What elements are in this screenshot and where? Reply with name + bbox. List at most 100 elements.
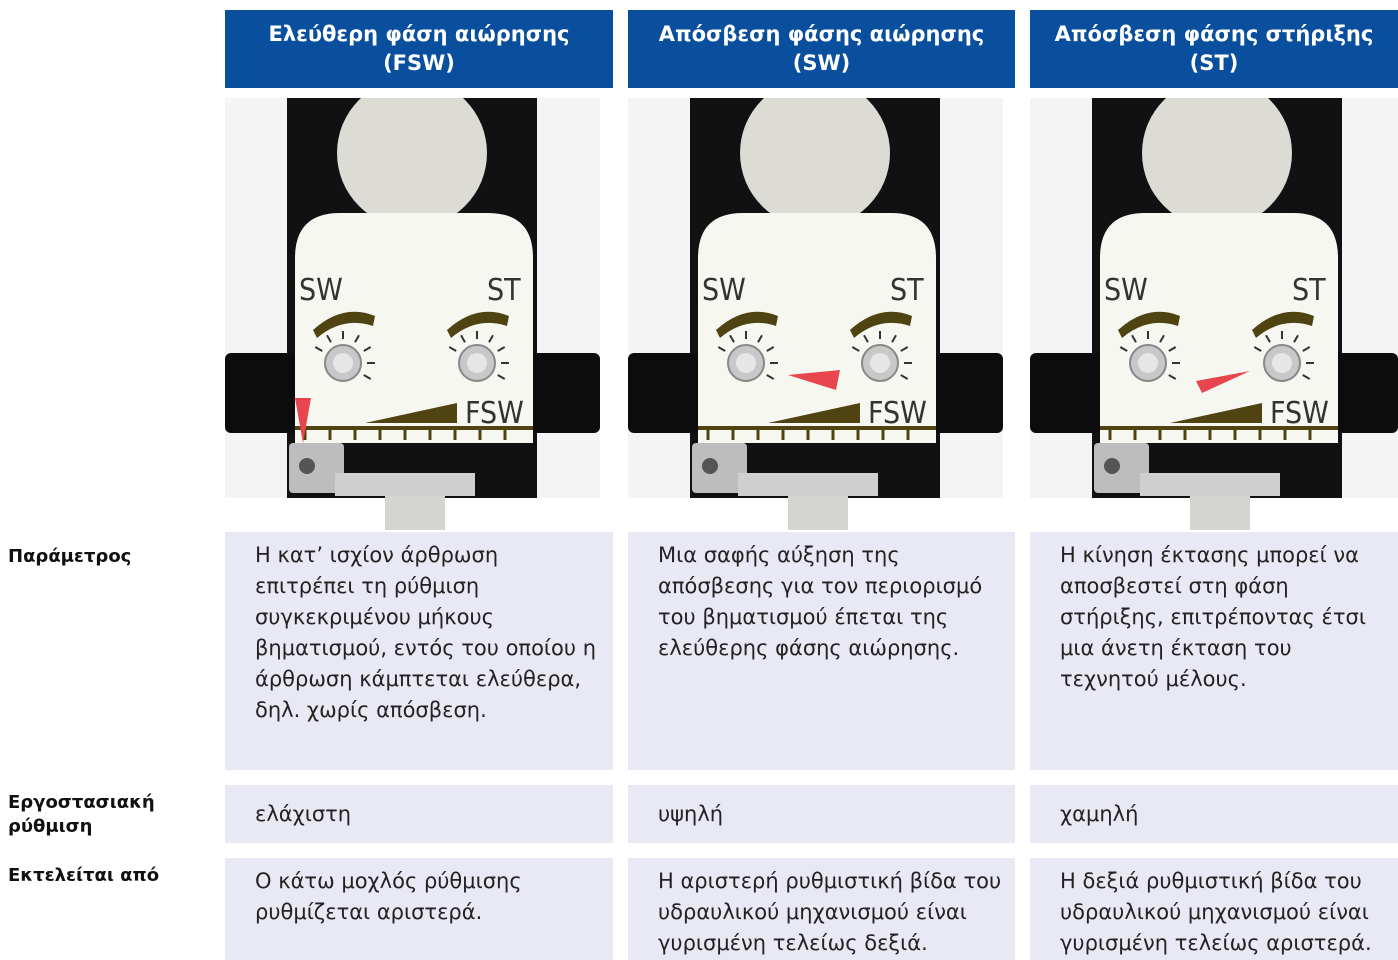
header-code: (FSW): [383, 51, 455, 75]
dial-tick: [497, 374, 506, 380]
dial: [736, 353, 756, 373]
image-label: ST: [487, 273, 521, 308]
dial-tick: [1302, 346, 1311, 352]
header-title: Ελεύθερη φάση αιώρησης: [268, 22, 570, 46]
dial-tick: [354, 334, 360, 343]
lever: [1094, 443, 1149, 493]
ruler: [1100, 426, 1338, 430]
dial-tick: [863, 334, 869, 343]
dial: [870, 353, 890, 373]
image-label: FSW: [465, 396, 524, 431]
pointer: [1196, 371, 1250, 393]
cell: Η δεξιά ρυθμιστική βίδα του υδραυλικού μ…: [1030, 858, 1398, 960]
row-label: Παράμετρος: [8, 546, 132, 567]
cell: Η κατ’ ισχίον άρθρωση επιτρέπει τη ρύθμι…: [225, 532, 613, 770]
device-image: SW ST FSW: [225, 98, 600, 530]
column-header: Ελεύθερη φάση αιώρησης (FSW): [225, 10, 613, 88]
pointer: [295, 398, 311, 443]
row-label: Εργοστασιακή ρύθμιση: [8, 792, 155, 837]
dial-tick: [766, 374, 775, 380]
dial-tick: [1119, 346, 1128, 352]
dial-tick: [757, 334, 763, 343]
dial-tick: [488, 334, 494, 343]
image-label: ST: [890, 273, 924, 308]
dial-tick: [851, 346, 860, 352]
dial-tick: [460, 334, 466, 343]
cell: ελάχιστη: [225, 785, 613, 843]
panel: [698, 213, 936, 443]
dial-arc: [447, 311, 509, 338]
knob: [1142, 98, 1292, 228]
dial-tick: [448, 346, 457, 352]
cell: Η κίνηση έκτασης μπορεί να αποσβεστεί στ…: [1030, 532, 1398, 770]
dial-tick: [326, 334, 332, 343]
dial: [1272, 353, 1292, 373]
dial-tick: [1168, 374, 1177, 380]
lever: [1140, 473, 1280, 496]
dial-tick: [363, 374, 372, 380]
image-label: SW: [702, 273, 746, 308]
lever: [335, 473, 475, 496]
device-image: SW ST FSW: [1030, 98, 1398, 530]
dial-tick: [1265, 334, 1271, 343]
ruler: [295, 426, 533, 430]
dial: [333, 353, 353, 373]
header-code: (SW): [792, 51, 851, 75]
cell: Ο κάτω μοχλός ρύθμισης ρυθμίζεται αριστε…: [225, 858, 613, 960]
lever: [692, 443, 747, 493]
pointer: [788, 370, 840, 390]
dial-tick: [1253, 346, 1262, 352]
header-code: (ST): [1189, 51, 1239, 75]
dial-tick: [314, 346, 323, 352]
bolt: [788, 496, 848, 530]
image-label: FSW: [868, 396, 927, 431]
bolt: [385, 496, 445, 530]
dial-tick: [900, 374, 909, 380]
dial-arc: [1118, 311, 1180, 338]
dial-tick: [766, 346, 775, 352]
header-title: Απόσβεση φάσης αιώρησης: [658, 22, 985, 46]
column-header: Απόσβεση φάσης αιώρησης (SW): [628, 10, 1015, 88]
wedge: [1170, 403, 1262, 423]
cell: χαμηλή: [1030, 785, 1398, 843]
dial-tick: [1293, 334, 1299, 343]
lever-hole: [702, 458, 718, 474]
lever: [289, 443, 344, 493]
dial-tick: [1168, 346, 1177, 352]
cell: Η αριστερή ρυθμιστική βίδα του υδραυλικο…: [628, 858, 1015, 960]
dial-tick: [363, 346, 372, 352]
dial-arc: [1252, 311, 1314, 338]
dial-tick: [497, 346, 506, 352]
cell: υψηλή: [628, 785, 1015, 843]
dial: [467, 353, 487, 373]
bolt: [1190, 496, 1250, 530]
row-label: Εκτελείται από: [8, 865, 160, 886]
knob: [740, 98, 890, 228]
image-label: SW: [1104, 273, 1148, 308]
lever-hole: [1104, 458, 1120, 474]
wedge: [768, 403, 860, 423]
dial-arc: [313, 311, 375, 338]
dial-tick: [1302, 374, 1311, 380]
image-label: FSW: [1270, 396, 1329, 431]
lever-hole: [299, 458, 315, 474]
dial-tick: [729, 334, 735, 343]
dial-tick: [900, 346, 909, 352]
dial-arc: [716, 311, 778, 338]
dial-tick: [1131, 334, 1137, 343]
dial-arc: [850, 311, 912, 338]
dial-tick: [891, 334, 897, 343]
panel: [295, 213, 533, 443]
ruler: [698, 426, 936, 430]
panel: [1100, 213, 1338, 443]
lever: [738, 473, 878, 496]
dial-tick: [1159, 334, 1165, 343]
image-label: ST: [1292, 273, 1326, 308]
dial-tick: [717, 346, 726, 352]
header-title: Απόσβεση φάσης στήριξης: [1054, 22, 1374, 46]
wedge: [365, 403, 457, 423]
column-header: Απόσβεση φάσης στήριξης (ST): [1030, 10, 1398, 88]
image-label: SW: [299, 273, 343, 308]
cell: Μια σαφής αύξηση της απόσβεσης για τον π…: [628, 532, 1015, 770]
